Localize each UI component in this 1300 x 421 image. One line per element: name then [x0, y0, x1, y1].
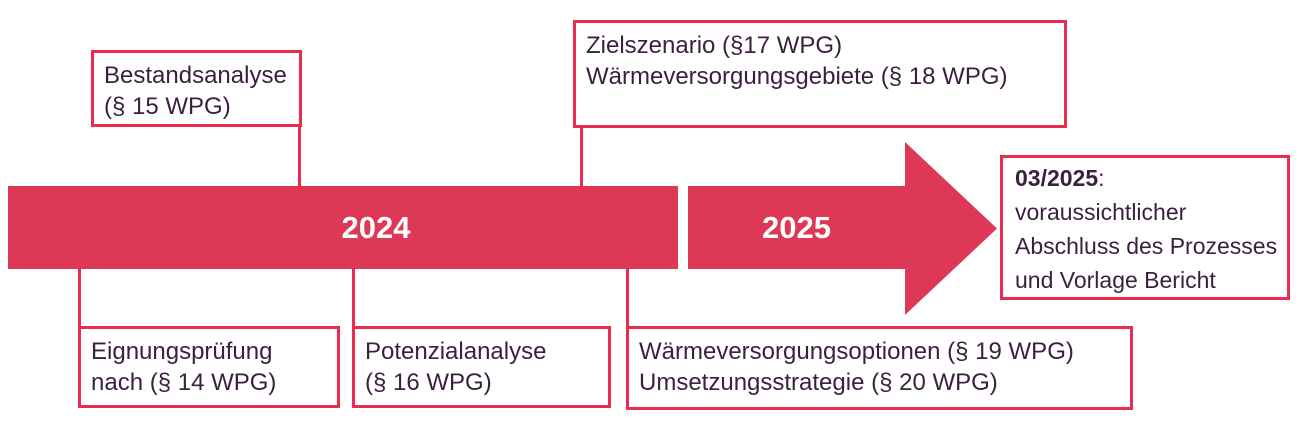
timeline-bar-2024 — [8, 186, 678, 269]
year-2024-text: 2024 — [341, 209, 411, 245]
connector-versorgungsoptionen — [626, 268, 629, 326]
year-2025-text: 2025 — [762, 209, 831, 245]
box-line: (§ 15 WPG) — [104, 93, 231, 120]
box-line: Abschluss des Prozesses — [1015, 233, 1278, 259]
box-line: Umsetzungsstrategie (§ 20 WPG) — [639, 369, 998, 396]
connector-bestandsanalyse — [298, 125, 301, 187]
year-label-2024: 2024 — [296, 186, 456, 269]
connector-eignungspruefung — [78, 268, 81, 326]
box-line: Eignungsprüfung — [91, 338, 273, 365]
box-line: und Vorlage Bericht — [1015, 267, 1216, 293]
box-zielszenario: Zielszenario (§17 WPG) Wärmeversorgungsg… — [573, 20, 1067, 128]
box-line: (§ 16 WPG) — [365, 369, 492, 396]
timeline-arrow-head-icon — [905, 142, 997, 315]
box-potenzialanalyse: Potenzialanalyse (§ 16 WPG) — [352, 326, 611, 408]
box-line: Potenzialanalyse — [365, 338, 547, 365]
box-line: Wärmeversorgungsgebiete (§ 18 WPG) — [586, 63, 1008, 90]
box-line: nach (§ 14 WPG) — [91, 369, 277, 396]
abschluss-colon: : — [1098, 165, 1105, 191]
box-versorgungsoptionen: Wärmeversorgungsoptionen (§ 19 WPG) Umse… — [626, 326, 1133, 410]
abschluss-date: 03/2025 — [1015, 165, 1099, 191]
year-label-2025: 2025 — [688, 186, 905, 269]
connector-zielszenario — [580, 126, 583, 187]
box-line: Wärmeversorgungsoptionen (§ 19 WPG) — [639, 338, 1074, 365]
connector-potenzialanalyse — [352, 268, 355, 326]
box-bestandsanalyse: Bestandsanalyse (§ 15 WPG) — [91, 50, 302, 127]
timeline-bar-2025 — [688, 186, 905, 269]
box-line: Zielszenario (§17 WPG) — [586, 32, 843, 59]
box-line: 03/2025: — [1015, 161, 1285, 195]
box-line: voraussichtlicher — [1015, 199, 1187, 225]
box-line: Bestandsanalyse — [104, 62, 287, 89]
box-abschluss: 03/2025: voraussichtlicher Abschluss des… — [1000, 155, 1290, 300]
box-eignungspruefung: Eignungsprüfung nach (§ 14 WPG) — [78, 326, 340, 408]
